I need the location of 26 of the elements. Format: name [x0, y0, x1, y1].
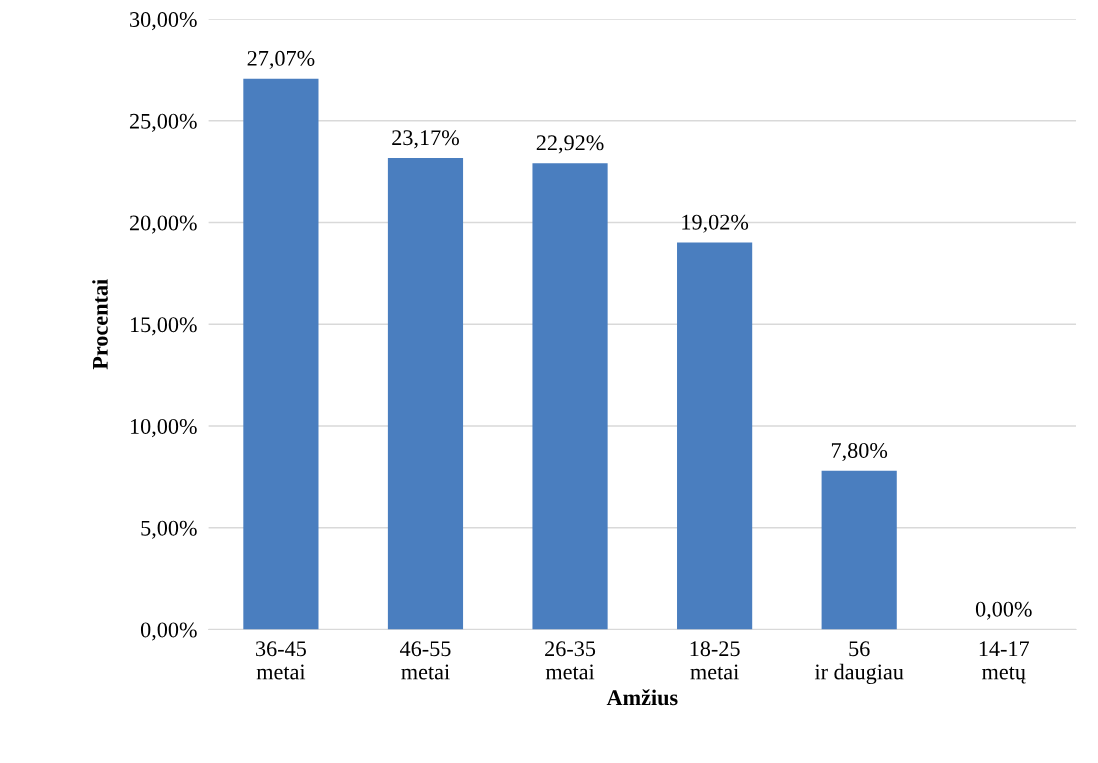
y-tick-label: 5,00% [141, 520, 197, 539]
bar [532, 163, 608, 630]
data-label: 7,80% [831, 442, 888, 462]
data-label: 27,07% [247, 50, 315, 70]
x-tick-label: 14-17 metų [979, 641, 1030, 684]
y-tick-label: 30,00% [130, 12, 197, 31]
y-tick-label: 0,00% [140, 622, 197, 641]
bar [387, 158, 464, 630]
bar [677, 242, 753, 630]
y-tick-label: 25,00% [129, 113, 197, 132]
data-label: 19,02% [682, 214, 749, 233]
bar [821, 470, 897, 630]
x-tick-label: 26-35 metai [545, 641, 596, 680]
data-label: 0,00% [975, 601, 1032, 620]
data-label: 22,92% [536, 135, 604, 154]
x-tick-label: 56 ir daugiau [814, 641, 904, 685]
x-tick-label: 18-25 metai [690, 641, 740, 680]
bar [243, 78, 319, 630]
data-label: 23,17% [392, 130, 459, 149]
y-tick-label: 20,00% [129, 215, 197, 234]
x-axis-title: Amžius [606, 689, 678, 706]
x-tick-label: 46-55 metai [399, 641, 451, 680]
y-tick-label: 10,00% [130, 418, 197, 438]
y-tick-label: 15,00% [130, 317, 197, 336]
y-axis-title: Procentai [92, 279, 108, 370]
x-tick-label: 36-45 metai [256, 641, 306, 680]
